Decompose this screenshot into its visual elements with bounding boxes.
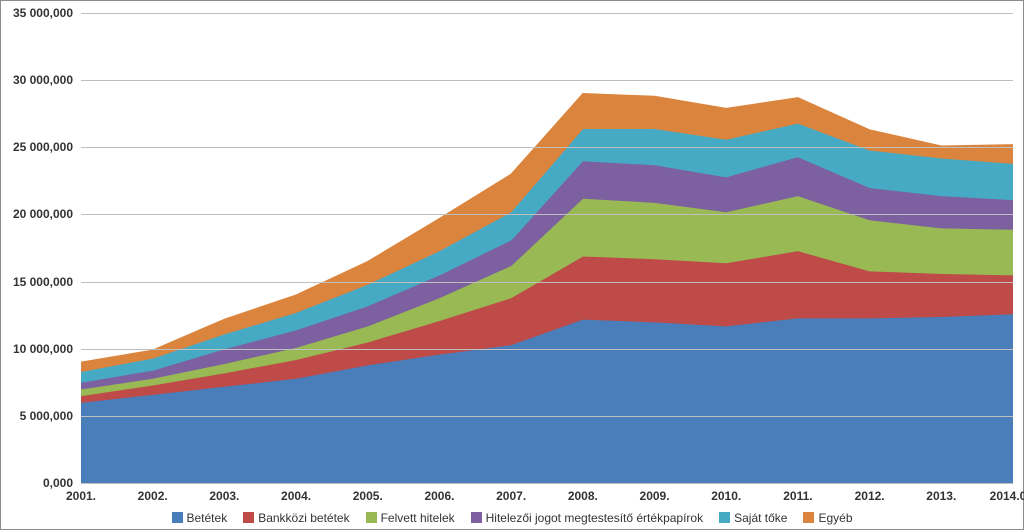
x-axis-label: 2014.06. bbox=[990, 489, 1024, 503]
legend-label: Felvett hitelek bbox=[381, 511, 455, 525]
legend-item-hitelezoi: Hitelezői jogot megtestesítő értékpapíro… bbox=[471, 511, 703, 525]
x-axis-label: 2008. bbox=[568, 489, 598, 503]
y-axis-label: 35 000,000 bbox=[13, 6, 73, 20]
grid-line bbox=[81, 214, 1013, 215]
y-axis-label: 25 000,000 bbox=[13, 140, 73, 154]
y-axis-label: 20 000,000 bbox=[13, 207, 73, 221]
x-axis-label: 2005. bbox=[353, 489, 383, 503]
x-axis-label: 2006. bbox=[424, 489, 454, 503]
legend-label: Saját tőke bbox=[734, 511, 787, 525]
grid-line bbox=[81, 416, 1013, 417]
legend-item-egyeb: Egyéb bbox=[803, 511, 852, 525]
legend-item-bankkozi: Bankközi betétek bbox=[243, 511, 349, 525]
x-axis-label: 2002. bbox=[138, 489, 168, 503]
legend-item-sajattoke: Saját tőke bbox=[719, 511, 787, 525]
legend-swatch bbox=[243, 512, 254, 523]
legend-swatch bbox=[172, 512, 183, 523]
x-axis-label: 2003. bbox=[209, 489, 239, 503]
grid-line bbox=[81, 147, 1013, 148]
x-axis-label: 2009. bbox=[640, 489, 670, 503]
x-axis-label: 2010. bbox=[711, 489, 741, 503]
grid-line bbox=[81, 282, 1013, 283]
plot-area bbox=[81, 13, 1013, 483]
legend-label: Hitelezői jogot megtestesítő értékpapíro… bbox=[486, 511, 703, 525]
x-axis-label: 2004. bbox=[281, 489, 311, 503]
legend-swatch bbox=[366, 512, 377, 523]
legend-item-felvett: Felvett hitelek bbox=[366, 511, 455, 525]
x-axis-label: 2013. bbox=[926, 489, 956, 503]
legend-swatch bbox=[471, 512, 482, 523]
legend: Betétek Bankközi betétek Felvett hitelek Hi… bbox=[1, 511, 1023, 525]
x-axis-label: 2001. bbox=[66, 489, 96, 503]
y-axis-label: 0,000 bbox=[43, 476, 73, 490]
legend-label: Bankközi betétek bbox=[258, 511, 349, 525]
y-axis-label: 30 000,000 bbox=[13, 73, 73, 87]
x-axis-label: 2011. bbox=[783, 489, 812, 503]
grid-line bbox=[81, 483, 1013, 484]
grid-line bbox=[81, 13, 1013, 14]
chart-svg bbox=[81, 13, 1013, 483]
legend-label: Betétek bbox=[187, 511, 228, 525]
y-axis-label: 10 000,000 bbox=[13, 342, 73, 356]
x-axis-label: 2007. bbox=[496, 489, 526, 503]
y-axis-label: 5 000,000 bbox=[20, 409, 73, 423]
grid-line bbox=[81, 80, 1013, 81]
legend-item-betetek: Betétek bbox=[172, 511, 228, 525]
stacked-area-chart: Betétek Bankközi betétek Felvett hitelek Hi… bbox=[0, 0, 1024, 530]
y-axis-label: 15 000,000 bbox=[13, 275, 73, 289]
legend-swatch bbox=[719, 512, 730, 523]
grid-line bbox=[81, 349, 1013, 350]
legend-label: Egyéb bbox=[818, 511, 852, 525]
x-axis-label: 2012. bbox=[855, 489, 885, 503]
legend-swatch bbox=[803, 512, 814, 523]
